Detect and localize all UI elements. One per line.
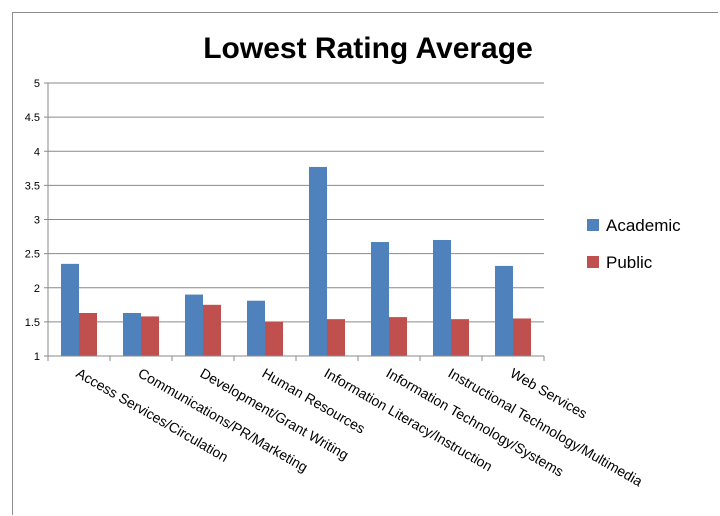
gridlines [44,82,544,357]
y-tick-label-7: 4.5 [25,112,40,124]
axes [47,83,545,361]
bar-academic-7 [495,265,513,356]
y-tick-label-0: 1 [34,351,40,363]
y-tick-label-4: 3 [34,215,40,227]
legend-swatch-public [587,256,599,268]
legend-swatch-academic [587,219,599,231]
bar-academic-4 [309,166,327,356]
bar-public-7 [513,318,531,356]
bar-academic-1 [123,313,141,356]
legend-label-public: Public [606,253,653,272]
bars [61,166,531,356]
bar-academic-3 [247,300,265,356]
y-tick-label-3: 2.5 [25,249,40,261]
y-tick-label-2: 2 [34,283,40,295]
legend: Academic Public [587,216,681,272]
bar-public-1 [141,316,159,356]
chart-title: Lowest Rating Average [203,32,533,65]
bar-academic-0 [61,263,79,356]
bar-academic-6 [433,239,451,356]
y-tick-label-5: 3.5 [25,180,40,192]
y-tick-label-8: 5 [34,78,40,90]
x-axis-category-labels: Access Services/CirculationCommunication… [74,365,646,490]
legend-label-academic: Academic [606,216,681,235]
bar-public-4 [327,319,345,356]
bar-public-6 [451,319,469,356]
y-axis-tick-labels: 1 1.5 2 2.5 3 3.5 4 4.5 5 [25,78,40,363]
y-tick-label-6: 4 [34,146,40,158]
bar-public-3 [265,321,283,356]
bar-public-2 [203,304,221,356]
bar-public-0 [79,313,97,356]
y-tick-label-1: 1.5 [25,317,40,329]
bar-public-5 [389,317,407,356]
bar-academic-2 [185,294,203,356]
bar-academic-5 [371,242,389,356]
chart-frame [12,12,718,515]
x-category-label-3: Human Resources [260,365,368,437]
